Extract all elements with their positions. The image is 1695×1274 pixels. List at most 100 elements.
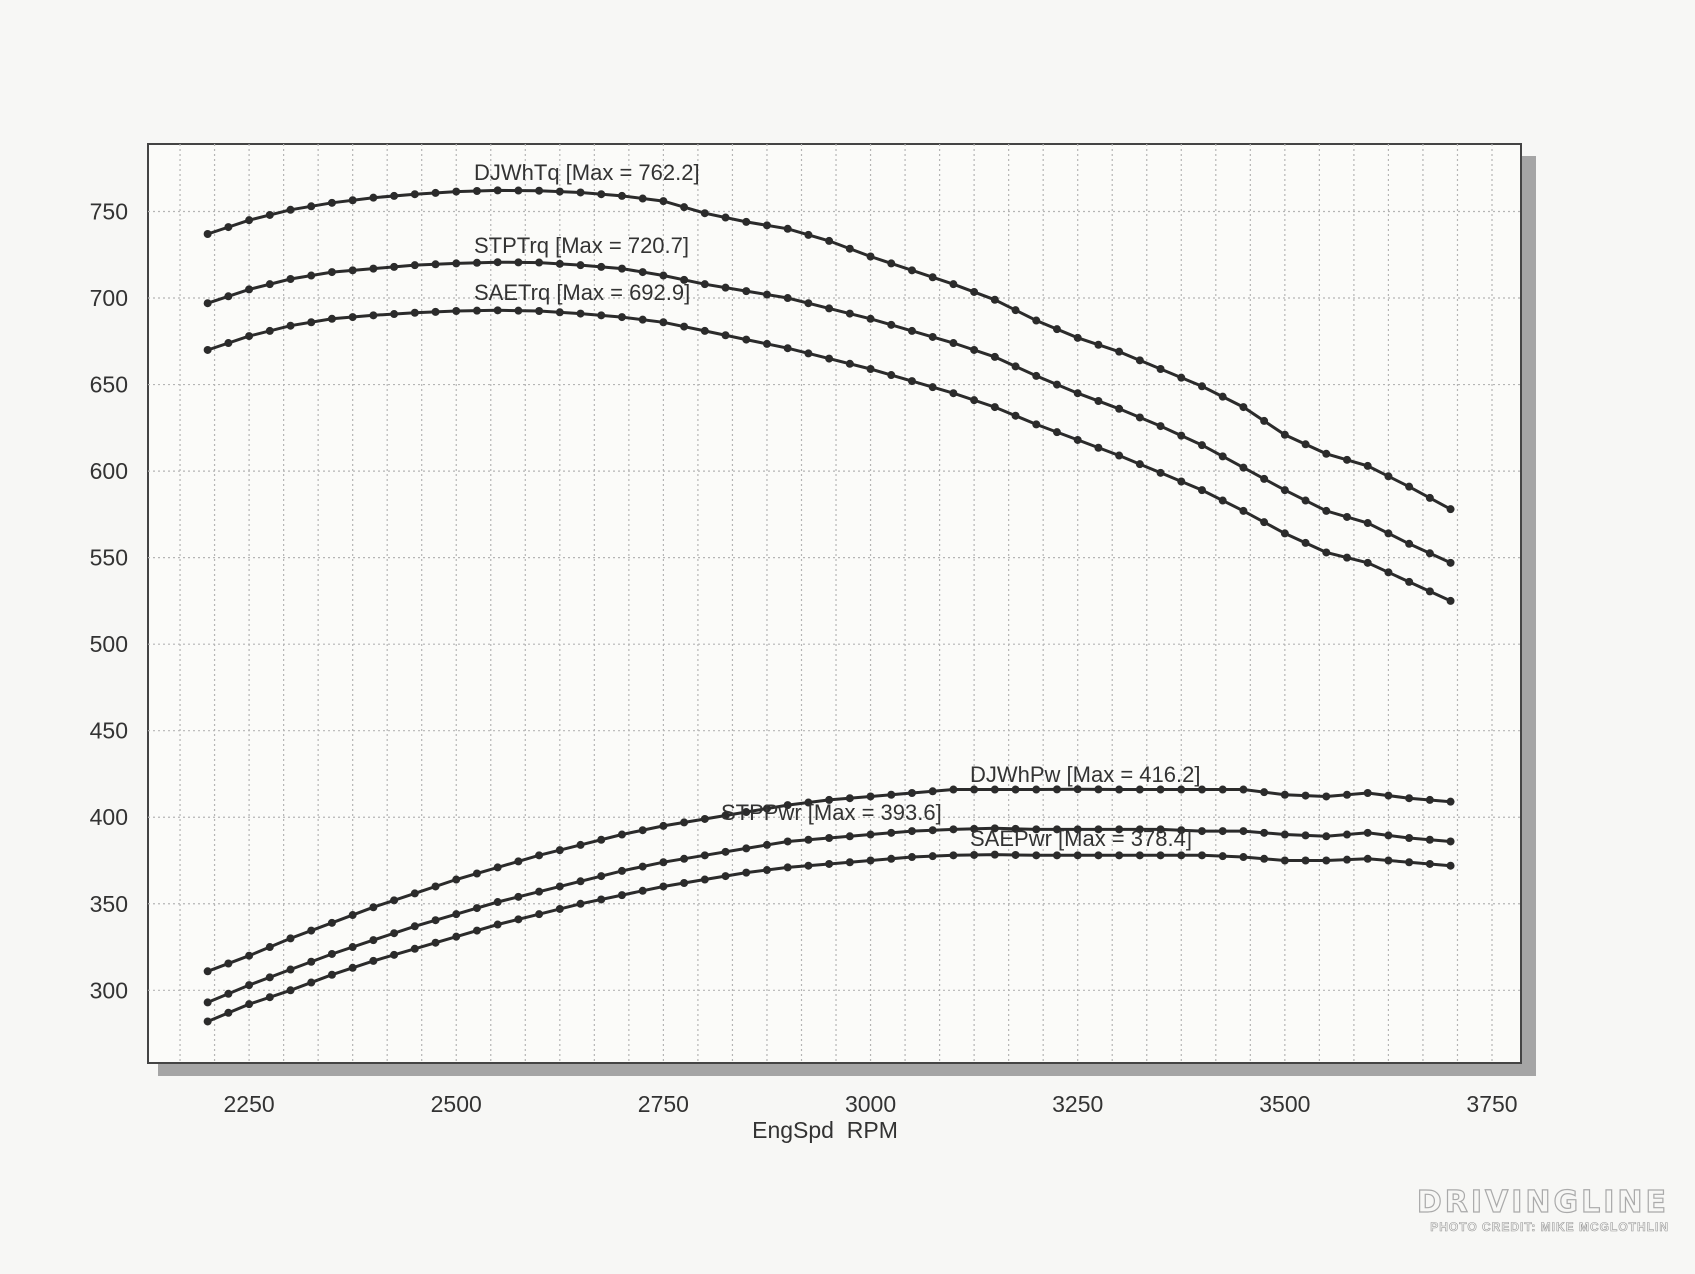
data-point <box>1342 455 1351 464</box>
data-point <box>307 978 316 987</box>
data-point <box>224 292 233 301</box>
data-point <box>1425 795 1434 804</box>
data-point <box>990 850 999 859</box>
data-point <box>638 826 647 835</box>
data-point <box>742 868 751 877</box>
data-point <box>700 280 709 289</box>
data-point <box>680 879 689 888</box>
data-point <box>1135 460 1144 469</box>
data-point <box>576 188 585 197</box>
data-point <box>245 285 254 294</box>
data-point <box>431 307 440 316</box>
data-point <box>265 326 274 335</box>
data-point <box>390 262 399 271</box>
data-point <box>1446 797 1455 806</box>
data-point <box>1405 539 1414 548</box>
data-point <box>949 851 958 860</box>
data-point <box>286 986 295 995</box>
data-point <box>1197 441 1206 450</box>
data-point <box>866 830 875 839</box>
data-point <box>700 851 709 860</box>
y-tick-label: 700 <box>90 285 128 311</box>
data-point <box>1218 852 1227 861</box>
data-point <box>1177 851 1186 860</box>
data-point <box>887 320 896 329</box>
data-point <box>742 287 751 296</box>
data-point <box>907 326 916 335</box>
data-point <box>804 835 813 844</box>
data-point <box>887 828 896 837</box>
data-point <box>369 936 378 945</box>
data-point <box>1177 785 1186 794</box>
data-point <box>1135 356 1144 365</box>
series-label-saepwr: SAEPwr [Max = 378.4] <box>970 826 1192 851</box>
x-tick-label: 3750 <box>1466 1091 1517 1117</box>
data-point <box>286 274 295 283</box>
data-point <box>1425 587 1434 596</box>
data-point <box>224 223 233 232</box>
data-point <box>1011 785 1020 794</box>
data-point <box>1260 518 1269 527</box>
data-point <box>1384 791 1393 800</box>
data-point <box>1384 568 1393 577</box>
data-point <box>1094 443 1103 452</box>
data-point <box>990 403 999 412</box>
data-point <box>1446 596 1455 605</box>
data-point <box>845 832 854 841</box>
data-point <box>1011 306 1020 315</box>
data-point <box>617 191 626 200</box>
data-point <box>825 354 834 363</box>
data-point <box>762 339 771 348</box>
data-point <box>1073 851 1082 860</box>
data-point <box>472 869 481 878</box>
data-point <box>721 872 730 881</box>
data-point <box>1073 825 1082 834</box>
data-point <box>224 1008 233 1017</box>
data-point <box>390 950 399 959</box>
data-point <box>1425 835 1434 844</box>
data-point <box>970 850 979 859</box>
series-label-stppwr: STPPwr [Max = 393.6] <box>721 800 942 825</box>
data-point <box>286 205 295 214</box>
data-point <box>762 290 771 299</box>
data-point <box>659 858 668 867</box>
data-point <box>804 299 813 308</box>
data-point <box>887 371 896 380</box>
data-point <box>1135 413 1144 422</box>
data-point <box>804 230 813 239</box>
data-point <box>1322 506 1331 515</box>
data-point <box>1032 316 1041 325</box>
data-point <box>700 875 709 884</box>
series-label-djwhpw: DJWhPw [Max = 416.2] <box>970 762 1200 787</box>
data-point <box>887 790 896 799</box>
data-point <box>431 260 440 269</box>
data-point <box>1301 496 1310 505</box>
data-point <box>597 262 606 271</box>
data-point <box>783 863 792 872</box>
data-point <box>1446 558 1455 567</box>
data-point <box>1405 482 1414 491</box>
data-point <box>1135 851 1144 860</box>
series-djwhpw <box>203 785 1455 976</box>
data-point <box>472 186 481 195</box>
data-point <box>1177 477 1186 486</box>
data-point <box>928 383 937 392</box>
data-point <box>617 264 626 273</box>
data-point <box>348 266 357 275</box>
data-point <box>742 217 751 226</box>
data-point <box>597 190 606 199</box>
data-point <box>783 224 792 233</box>
data-point <box>1094 851 1103 860</box>
data-point <box>1032 420 1041 429</box>
data-point <box>245 951 254 960</box>
data-point <box>659 318 668 327</box>
series-labels: DJWhTq [Max = 762.2] STPTrq [Max = 720.7]… <box>474 160 1200 851</box>
data-point <box>452 910 461 919</box>
data-point <box>1425 549 1434 558</box>
data-point <box>224 959 233 968</box>
data-point <box>369 956 378 965</box>
data-point <box>617 313 626 322</box>
data-point <box>1280 856 1289 865</box>
data-point <box>327 198 336 207</box>
data-point <box>1177 373 1186 382</box>
